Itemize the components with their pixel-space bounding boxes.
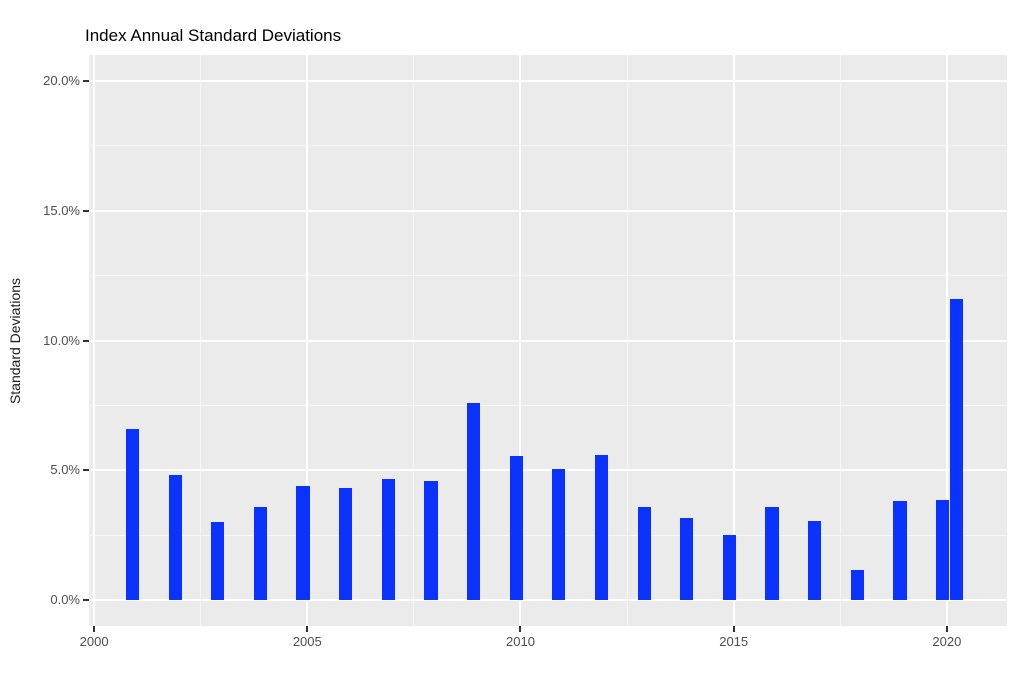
gridline-major-h bbox=[89, 79, 1007, 82]
bar-2004 bbox=[253, 506, 267, 601]
bar-2016 bbox=[765, 506, 779, 601]
y-tick-mark bbox=[83, 339, 89, 342]
y-tick-label: 15.0% bbox=[43, 202, 80, 218]
y-tick-label: 20.0% bbox=[43, 72, 80, 88]
bar-2017 bbox=[808, 520, 822, 601]
x-tick-label: 2020 bbox=[932, 634, 962, 649]
bar-2014 bbox=[680, 518, 694, 601]
gridline-major-v bbox=[519, 55, 522, 626]
x-tick-mark bbox=[945, 626, 948, 632]
y-tick-mark bbox=[83, 469, 89, 472]
x-tick-mark bbox=[93, 626, 96, 632]
x-tick-label: 2005 bbox=[292, 634, 322, 649]
y-tick-label: 10.0% bbox=[43, 332, 80, 348]
bar-2019 bbox=[893, 501, 907, 601]
x-tick-mark bbox=[306, 626, 309, 632]
gridline-major-h bbox=[89, 469, 1007, 472]
bar-2013 bbox=[637, 506, 651, 601]
gridline-major-v bbox=[732, 55, 735, 626]
gridline-minor-h bbox=[89, 145, 1007, 147]
gridline-minor-h bbox=[89, 534, 1007, 536]
gridline-minor-h bbox=[89, 404, 1007, 406]
x-tick-label: 2000 bbox=[79, 634, 109, 649]
x-tick-mark bbox=[519, 626, 522, 632]
bar-2018 bbox=[850, 570, 864, 601]
gridline-major-h bbox=[89, 599, 1007, 602]
chart-title: Index Annual Standard Deviations bbox=[85, 26, 342, 45]
y-tick-mark bbox=[83, 209, 89, 212]
bar-2007 bbox=[381, 479, 395, 601]
bar-2015 bbox=[722, 535, 737, 601]
bar-2008 bbox=[424, 480, 438, 601]
bar-2020 bbox=[936, 500, 950, 601]
y-tick-mark bbox=[83, 599, 89, 602]
gridline-major-v bbox=[945, 55, 948, 626]
y-tick-label: 5.0% bbox=[50, 462, 80, 478]
y-tick-mark bbox=[83, 79, 89, 82]
bar-2011 bbox=[552, 468, 566, 601]
gridline-major-v bbox=[93, 55, 96, 626]
bar-2003 bbox=[211, 522, 225, 601]
bar-2012 bbox=[594, 454, 609, 601]
bar-2010 bbox=[509, 455, 523, 601]
gridline-major-v bbox=[306, 55, 309, 626]
gridline-minor-h bbox=[89, 275, 1007, 277]
x-tick-label: 2015 bbox=[719, 634, 749, 649]
x-tick-mark bbox=[732, 626, 735, 632]
bar-2020--partial- bbox=[949, 298, 963, 601]
x-tick-label: 2010 bbox=[506, 634, 535, 649]
bar-2001 bbox=[125, 428, 140, 601]
gridline-major-h bbox=[89, 339, 1007, 342]
bar-2002 bbox=[168, 475, 182, 601]
gridline-major-h bbox=[89, 209, 1007, 212]
bar-2006 bbox=[339, 488, 353, 601]
bar-2005 bbox=[296, 485, 310, 601]
plot-panel bbox=[89, 55, 1007, 626]
bar-2009 bbox=[466, 402, 481, 601]
y-tick-label: 0.0% bbox=[50, 592, 80, 608]
